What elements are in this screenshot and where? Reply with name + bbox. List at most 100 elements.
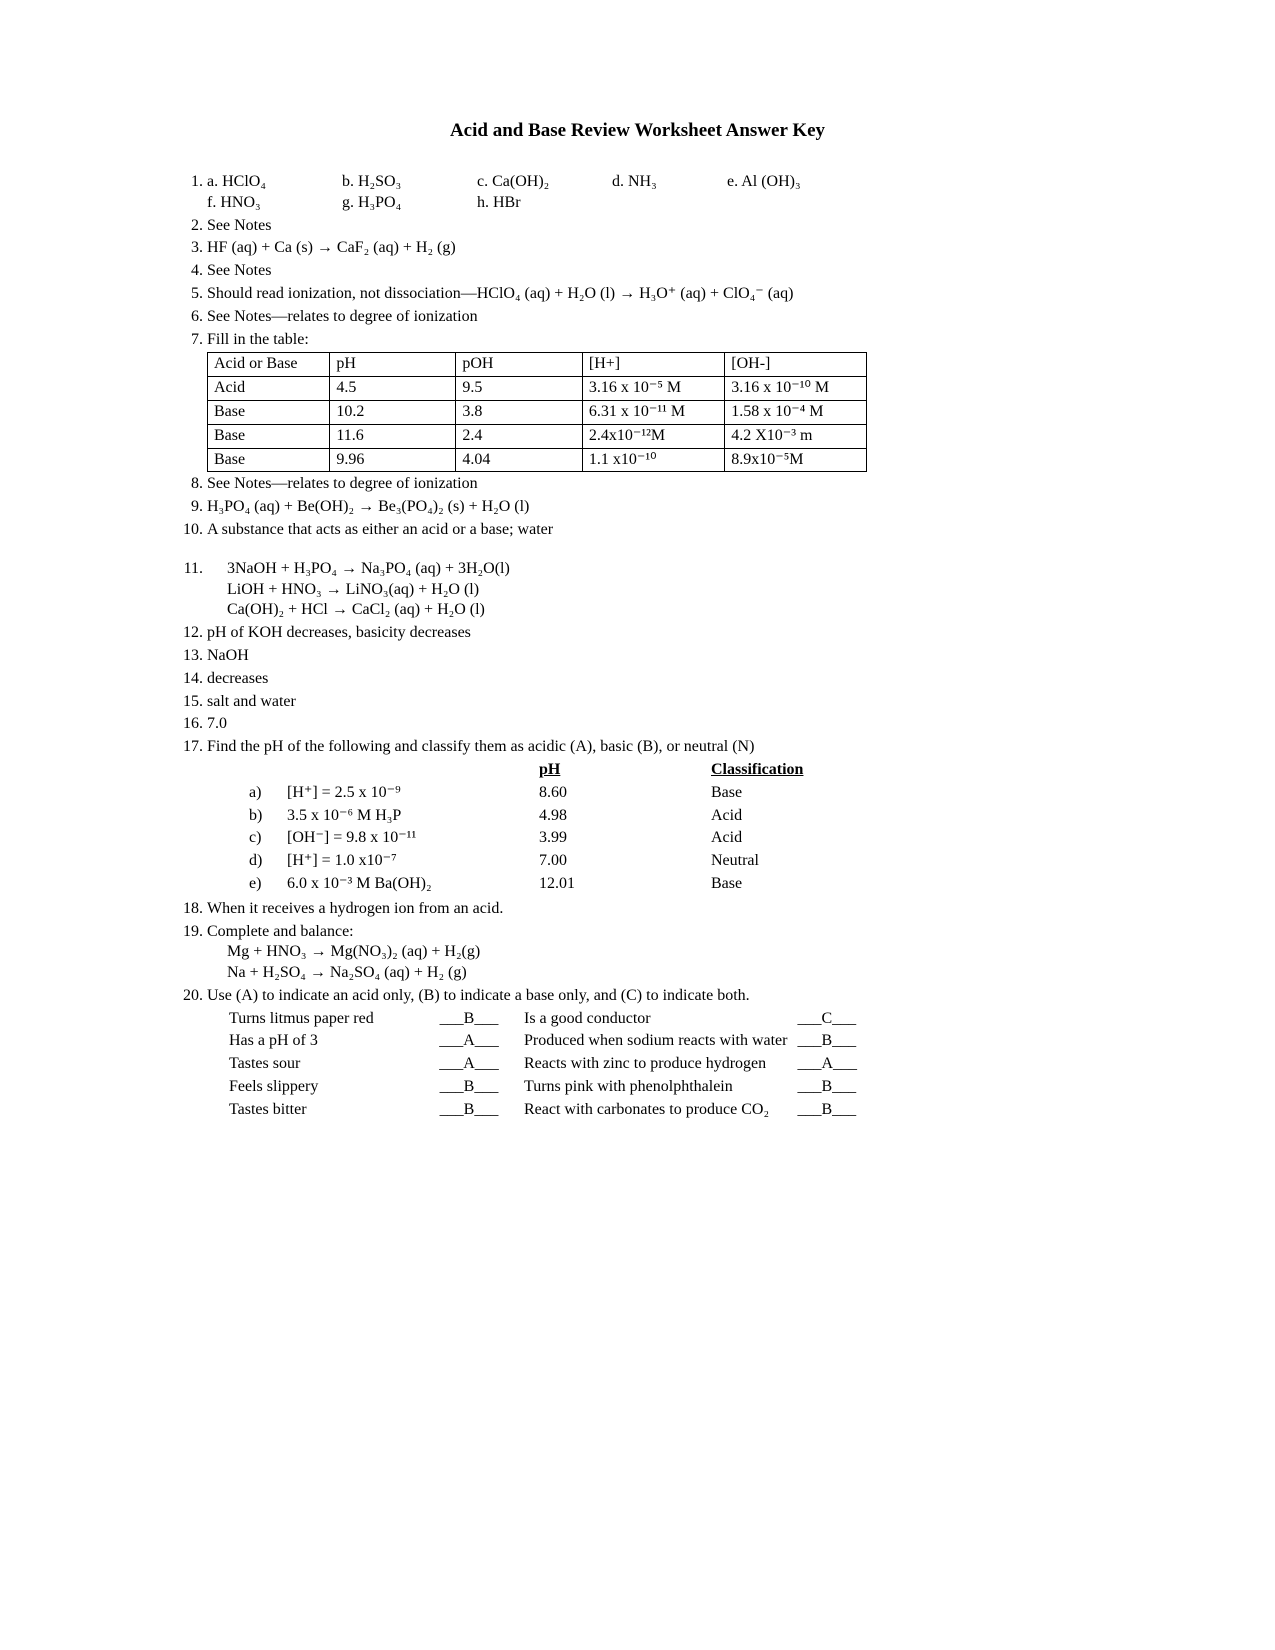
answer-9: H₃PO₄ (aq) + Be(OH)₂ → Be₃(PO₄)₂ (s) + H… bbox=[207, 497, 1100, 518]
cell: Base bbox=[208, 448, 330, 472]
prop-ans: ___B___ bbox=[424, 1009, 522, 1030]
row-text: [OH⁻] = 9.8 x 10⁻¹¹ bbox=[287, 828, 537, 849]
ph-row: e) 6.0 x 10⁻³ M Ba(OH)₂ 12.01 Base bbox=[249, 874, 813, 895]
q1-e: e. Al (OH)₃ bbox=[727, 172, 801, 193]
row-label: b) bbox=[249, 806, 285, 827]
answer-17: Find the pH of the following and classif… bbox=[207, 737, 1100, 897]
q1-f: f. HNO₃ bbox=[207, 193, 342, 214]
cell: Base bbox=[208, 424, 330, 448]
answer-13: NaOH bbox=[207, 646, 1100, 667]
cell: Base bbox=[208, 400, 330, 424]
row-ph: 8.60 bbox=[539, 783, 709, 804]
row-label: c) bbox=[249, 828, 285, 849]
table-row: Base 9.96 4.04 1.1 x10⁻¹⁰ 8.9x10⁻⁵M bbox=[208, 448, 867, 472]
cell: 6.31 x 10⁻¹¹ M bbox=[582, 400, 724, 424]
cell: 1.1 x10⁻¹⁰ bbox=[582, 448, 724, 472]
q17-intro: Find the pH of the following and classif… bbox=[207, 738, 754, 755]
answer-16: 7.0 bbox=[207, 714, 1100, 735]
row-label: d) bbox=[249, 851, 285, 872]
th-h: [H+] bbox=[582, 353, 724, 377]
q1-c: c. Ca(OH)₂ bbox=[477, 172, 612, 193]
answer-7: Fill in the table: Acid or Base pH pOH [… bbox=[207, 330, 1100, 473]
answer-8: See Notes—relates to degree of ionizatio… bbox=[207, 474, 1100, 495]
reaction-line: Mg + HNO₃ → Mg(NO₃)₂ (aq) + H₂(g) bbox=[227, 942, 1100, 963]
ph-row: c) [OH⁻] = 9.8 x 10⁻¹¹ 3.99 Acid bbox=[249, 828, 813, 849]
cell: 1.58 x 10⁻⁴ M bbox=[725, 400, 867, 424]
prop-ans: ___A___ bbox=[424, 1054, 522, 1075]
prop-ans: ___B___ bbox=[424, 1077, 522, 1098]
row-text: 3.5 x 10⁻⁶ M H₃P bbox=[287, 806, 537, 827]
row-class: Acid bbox=[711, 806, 813, 827]
fill-table: Acid or Base pH pOH [H+] [OH-] Acid 4.5 … bbox=[207, 352, 867, 472]
prop-ans: ___B___ bbox=[797, 1077, 865, 1098]
prop-text: Tastes bitter bbox=[229, 1100, 422, 1121]
page-title: Acid and Base Review Worksheet Answer Ke… bbox=[175, 120, 1100, 142]
row-text: 6.0 x 10⁻³ M Ba(OH)₂ bbox=[287, 874, 537, 895]
cell: 2.4x10⁻¹²M bbox=[582, 424, 724, 448]
prop-text: Feels slippery bbox=[229, 1077, 422, 1098]
prop-row: Turns litmus paper red ___B___ Is a good… bbox=[229, 1009, 865, 1030]
prop-text: Tastes sour bbox=[229, 1054, 422, 1075]
answer-4: See Notes bbox=[207, 261, 1100, 282]
reaction-line: 3NaOH + H₃PO₄ → Na₃PO₄ (aq) + 3H₂O(l) bbox=[227, 559, 1100, 580]
th-acidbase: Acid or Base bbox=[208, 353, 330, 377]
q1-h: h. HBr bbox=[477, 193, 521, 214]
answer-10: A substance that acts as either an acid … bbox=[207, 520, 1100, 541]
prop-row: Tastes bitter ___B___ React with carbona… bbox=[229, 1100, 865, 1121]
cell: 4.2 X10⁻³ m bbox=[725, 424, 867, 448]
th-oh: [OH-] bbox=[725, 353, 867, 377]
answer-list: a. HClO₄ b. H₂SO₃ c. Ca(OH)₂ d. NH₃ e. A… bbox=[175, 172, 1100, 1123]
cell: 4.04 bbox=[456, 448, 583, 472]
answer-18: When it receives a hydrogen ion from an … bbox=[207, 899, 1100, 920]
prop-text: Turns litmus paper red bbox=[229, 1009, 422, 1030]
prop-text: Turns pink with phenolphthalein bbox=[524, 1077, 795, 1098]
q1-a: a. HClO₄ bbox=[207, 172, 342, 193]
table-row: Base 10.2 3.8 6.31 x 10⁻¹¹ M 1.58 x 10⁻⁴… bbox=[208, 400, 867, 424]
q1-b: b. H₂SO₃ bbox=[342, 172, 477, 193]
prop-text: Reacts with zinc to produce hydrogen bbox=[524, 1054, 795, 1075]
answer-20: Use (A) to indicate an acid only, (B) to… bbox=[207, 986, 1100, 1123]
q7-intro: Fill in the table: bbox=[207, 331, 309, 348]
row-class: Acid bbox=[711, 828, 813, 849]
prop-ans: ___B___ bbox=[797, 1031, 865, 1052]
prop-text: Produced when sodium reacts with water bbox=[524, 1031, 795, 1052]
prop-ans: ___C___ bbox=[797, 1009, 865, 1030]
cell: 3.8 bbox=[456, 400, 583, 424]
prop-ans: ___A___ bbox=[424, 1031, 522, 1052]
row-label: a) bbox=[249, 783, 285, 804]
properties-table: Turns litmus paper red ___B___ Is a good… bbox=[227, 1007, 867, 1123]
cell: 8.9x10⁻⁵M bbox=[725, 448, 867, 472]
cell: 4.5 bbox=[330, 377, 456, 401]
q19-intro: Complete and balance: bbox=[207, 923, 354, 940]
row-text: [H⁺] = 2.5 x 10⁻⁹ bbox=[287, 783, 537, 804]
cell: 2.4 bbox=[456, 424, 583, 448]
answer-3: HF (aq) + Ca (s) → CaF₂ (aq) + H₂ (g) bbox=[207, 238, 1100, 259]
row-class: Neutral bbox=[711, 851, 813, 872]
q20-intro: Use (A) to indicate an acid only, (B) to… bbox=[207, 987, 750, 1004]
row-ph: 4.98 bbox=[539, 806, 709, 827]
q1-d: d. NH₃ bbox=[612, 172, 727, 193]
prop-ans: ___B___ bbox=[424, 1100, 522, 1121]
reaction-line: LiOH + HNO₃ → LiNO₃(aq) + H₂O (l) bbox=[227, 580, 1100, 601]
document-page: Acid and Base Review Worksheet Answer Ke… bbox=[0, 0, 1275, 1650]
cell: 9.96 bbox=[330, 448, 456, 472]
cell: 3.16 x 10⁻⁵ M bbox=[582, 377, 724, 401]
ph-header: pH bbox=[539, 760, 709, 781]
ph-row: a) [H⁺] = 2.5 x 10⁻⁹ 8.60 Base bbox=[249, 783, 813, 804]
cell: 3.16 x 10⁻¹⁰ M bbox=[725, 377, 867, 401]
row-text: [H⁺] = 1.0 x10⁻⁷ bbox=[287, 851, 537, 872]
ph-class-table: pH Classification a) [H⁺] = 2.5 x 10⁻⁹ 8… bbox=[247, 758, 815, 897]
answer-19: Complete and balance: Mg + HNO₃ → Mg(NO₃… bbox=[207, 922, 1100, 984]
row-class: Base bbox=[711, 783, 813, 804]
reaction-line: Ca(OH)₂ + HCl → CaCl₂ (aq) + H₂O (l) bbox=[227, 600, 1100, 621]
prop-text: Is a good conductor bbox=[524, 1009, 795, 1030]
answer-1: a. HClO₄ b. H₂SO₃ c. Ca(OH)₂ d. NH₃ e. A… bbox=[207, 172, 1100, 214]
answer-2: See Notes bbox=[207, 216, 1100, 237]
prop-text: React with carbonates to produce CO₂ bbox=[524, 1100, 795, 1121]
cell: 10.2 bbox=[330, 400, 456, 424]
row-ph: 3.99 bbox=[539, 828, 709, 849]
class-header: Classification bbox=[711, 760, 813, 781]
answer-12: pH of KOH decreases, basicity decreases bbox=[207, 623, 1100, 644]
prop-ans: ___A___ bbox=[797, 1054, 865, 1075]
prop-row: Feels slippery ___B___ Turns pink with p… bbox=[229, 1077, 865, 1098]
